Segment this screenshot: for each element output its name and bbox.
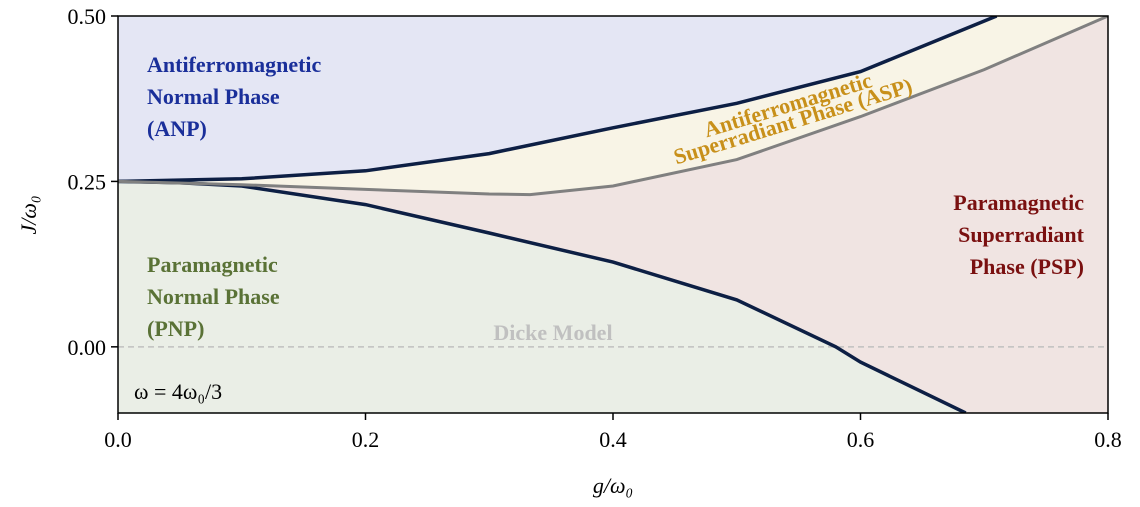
region-label-line: Paramagnetic <box>147 252 278 277</box>
phase-boundary <box>118 16 1108 197</box>
region-label-line: Superradiant <box>958 222 1085 247</box>
region-pnp <box>118 181 966 413</box>
x-tick-label: 0.4 <box>599 427 627 452</box>
region-label-line: Normal Phase <box>147 84 280 109</box>
region-label-line: Antiferromagnetic <box>147 52 322 77</box>
dicke-label: Dicke Model <box>493 320 612 345</box>
region-label-line: Paramagnetic <box>953 190 1084 215</box>
y-tick-label: 0.50 <box>68 4 107 29</box>
x-axis-label: g/ω₀ <box>593 473 633 498</box>
x-tick-label: 0.0 <box>104 427 132 452</box>
region-label-line: ω = 4ω₀/3 <box>134 379 222 404</box>
phase-boundary <box>118 16 998 184</box>
plot-area <box>118 16 1108 413</box>
x-tick-label: 0.2 <box>352 427 380 452</box>
y-tick-label: 0.25 <box>68 169 107 194</box>
region-label-line: Normal Phase <box>147 284 280 309</box>
y-tick-label: 0.00 <box>68 335 107 360</box>
region-label-line: (PNP) <box>147 316 204 341</box>
x-tick-label: 0.8 <box>1094 427 1122 452</box>
region-label: Antiferromagnetic Normal Phase (ANP) <box>147 52 322 141</box>
region-anp <box>118 16 997 182</box>
region-label: ω = 4ω₀/3 <box>134 379 222 404</box>
region-label: Paramagnetic Normal Phase (PNP) <box>147 252 280 341</box>
y-axis-label: J/ω₀ <box>16 195 41 234</box>
region-label-line: (ANP) <box>147 116 207 141</box>
x-tick-label: 0.6 <box>847 427 875 452</box>
region-asp <box>118 16 1108 195</box>
region-label: Paramagnetic Superradiant Phase (PSP) <box>953 190 1084 279</box>
region-label-line: Phase (PSP) <box>970 254 1084 279</box>
